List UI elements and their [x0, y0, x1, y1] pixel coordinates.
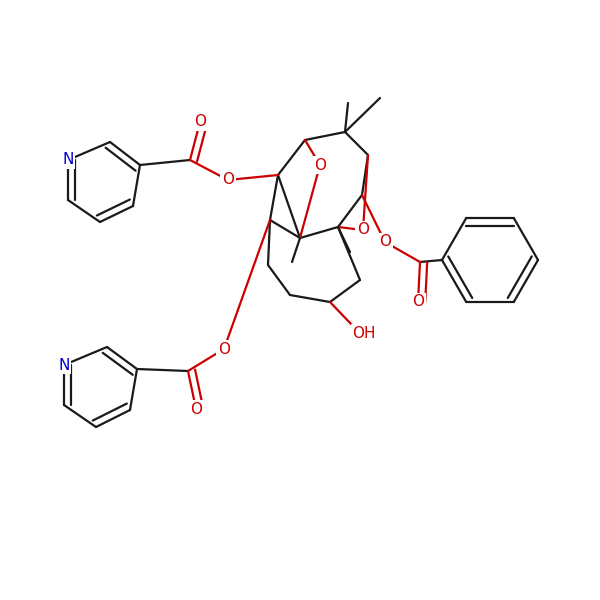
Text: O: O [314, 157, 326, 173]
Text: O: O [194, 115, 206, 130]
Text: O: O [412, 295, 424, 310]
Text: O: O [222, 173, 234, 187]
Text: N: N [62, 152, 74, 167]
Text: N: N [58, 358, 70, 373]
Text: O: O [218, 341, 230, 356]
Text: O: O [357, 223, 369, 238]
Text: O: O [379, 235, 391, 250]
Text: OH: OH [352, 325, 376, 340]
Text: O: O [190, 401, 202, 416]
